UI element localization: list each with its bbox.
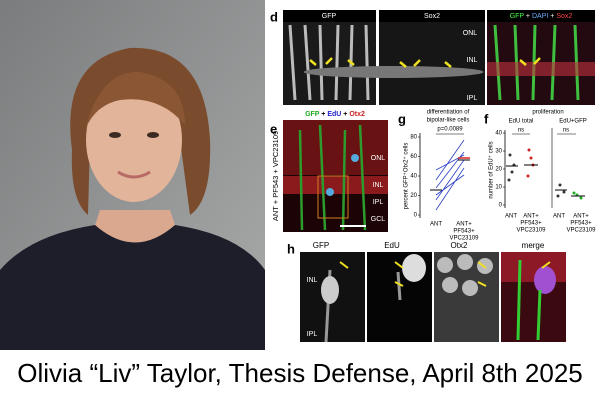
panel-e-image <box>283 120 388 232</box>
panel-header: GFP + DAPI + Sox2 <box>510 13 573 20</box>
y-tick-label: 20 <box>495 167 502 173</box>
panel-letter: g <box>398 111 406 126</box>
layer-label: INL <box>373 182 384 189</box>
panel-header: Otx2 <box>451 241 468 250</box>
category-label: ANT <box>430 222 442 228</box>
y-tick-label: 30 <box>495 149 502 155</box>
stain: GFP <box>510 13 525 20</box>
category-label: VPC23109 <box>449 236 479 242</box>
y-tick-label: 40 <box>495 131 502 137</box>
layer-label: ONL <box>371 155 386 162</box>
y-tick-label: 10 <box>495 185 502 191</box>
y-axis-label: number of EdU⁺ cells <box>488 141 495 198</box>
layer-label: INL <box>307 277 318 284</box>
side-label: ANT + PF543 + VPC23109 <box>271 131 280 221</box>
significance: ns <box>563 128 569 134</box>
category-label: ANT+ <box>523 214 539 220</box>
y-tick-label: 80 <box>410 135 417 141</box>
y-tick-label: 0 <box>499 203 503 209</box>
plot-subtitle: EdU+GFP <box>559 119 587 125</box>
panel-header: GFP <box>313 241 329 250</box>
plot-g <box>419 133 470 218</box>
plus: + <box>526 13 530 20</box>
category-label: PF543+ <box>570 221 592 227</box>
plot-subtitle: EdU total <box>509 119 534 125</box>
plot-title: proliferation <box>532 110 563 116</box>
y-axis-label: percent GFP⁺Otx2⁺ cells <box>403 143 410 210</box>
portrait-photo <box>0 0 265 350</box>
plot-title: differentiation of <box>427 110 470 116</box>
plot-f <box>504 128 585 208</box>
panel-header: EdU <box>384 241 400 250</box>
significance: ns <box>518 128 524 134</box>
panel-d-images <box>283 10 595 105</box>
y-tick-label: 40 <box>410 174 417 180</box>
category-label: ANT+ <box>456 222 472 228</box>
layer-label: GCL <box>371 216 386 223</box>
panel-letter: h <box>287 241 295 256</box>
plus: + <box>343 111 347 118</box>
panel-letter: e <box>270 121 277 136</box>
plot-title: bipolar-like cells <box>427 118 470 124</box>
panel-header: Sox2 <box>424 13 440 20</box>
category-label: ANT <box>553 214 565 220</box>
panel-header: merge <box>522 241 545 250</box>
plus: + <box>550 13 554 20</box>
panel-h-images <box>300 252 566 343</box>
layer-label: ONL <box>463 30 478 37</box>
y-tick-label: 60 <box>410 154 417 160</box>
category-label: VPC23109 <box>566 228 596 234</box>
layer-label: IPL <box>307 331 318 338</box>
panel-letter: d <box>270 9 278 24</box>
category-label: VPC23109 <box>516 228 546 234</box>
category-label: ANT+ <box>573 214 589 220</box>
category-label: ANT <box>505 214 517 220</box>
p-value: p=0.0089 <box>437 127 463 133</box>
panel-header: GFP + EdU + Otx2 <box>305 111 365 118</box>
layer-label: IPL <box>467 95 478 102</box>
layer-label: IPL <box>373 199 384 206</box>
layer-label: INL <box>467 57 478 64</box>
stain: DAPI <box>532 13 548 20</box>
caption: Olivia “Liv” Taylor, Thesis Defense, Apr… <box>17 358 583 388</box>
y-tick-label: 0 <box>414 213 418 219</box>
y-tick-label: 20 <box>410 193 417 199</box>
category-label: PF543+ <box>520 221 542 227</box>
stain: GFP <box>305 111 320 118</box>
panel-letter: f <box>484 111 489 126</box>
stain: Otx2 <box>349 111 365 118</box>
panel-header: GFP <box>322 13 337 20</box>
category-label: PF543+ <box>453 229 475 235</box>
plus: + <box>321 111 325 118</box>
stain: Sox2 <box>556 13 572 20</box>
stain: EdU <box>327 111 341 118</box>
